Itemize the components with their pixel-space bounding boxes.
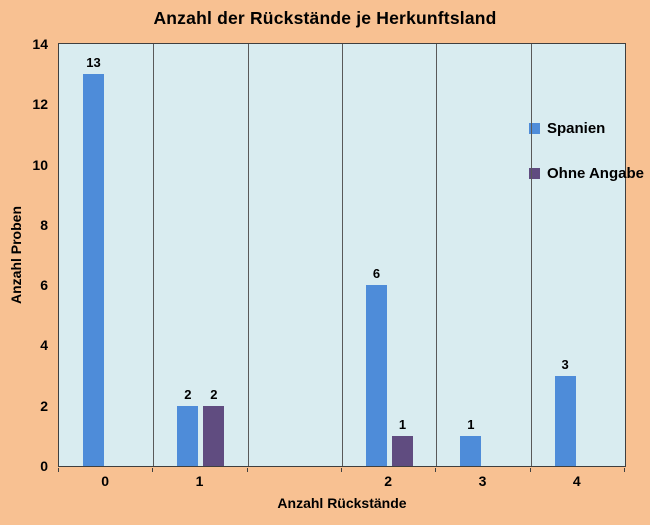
axis-tickmark [58,468,59,472]
x-tick-label: 3 [478,473,487,489]
y-tick-label: 0 [40,458,48,474]
axis-tickmark [341,468,342,472]
gridline [530,44,532,466]
x-tick-label: 0 [101,473,110,489]
x-tick-label: 4 [572,473,581,489]
bar-spanien-cat4 [460,435,482,466]
legend-swatch-ohne-angabe [529,168,540,179]
legend-item-ohne-angabe: Ohne Angabe [529,165,644,182]
bar-value-label: 1 [398,416,407,432]
plot-area: Spanien Ohne Angabe 13 2 6 1 3 2 1 [58,43,644,467]
gridline [153,44,155,466]
gridline [436,44,438,466]
y-tick-label: 10 [32,156,48,173]
y-tick-label: 4 [40,337,48,354]
y-tick-label: 12 [32,96,48,113]
bar-value-label: 2 [210,386,218,402]
y-tick-label: 6 [40,277,48,294]
bar-value-label: 2 [184,386,192,402]
y-tick-label: 2 [40,397,48,414]
axis-tickmark [529,468,531,472]
bar-ohne-angabe-cat3 [392,435,413,466]
bar-spanien-cat3 [366,285,387,466]
x-tick-label: 1 [195,473,204,489]
y-tick-label: 14 [32,36,48,52]
bar-value-label: 1 [467,416,475,432]
axis-tickmark [435,468,437,472]
legend: Spanien Ohne Angabe [529,120,644,210]
chart-title: Anzahl der Rückstände je Herkunftsland [153,8,497,28]
x-tick-label: 2 [384,473,393,489]
axis-tickmark [152,468,154,472]
x-axis: 0 1 2 3 4 [58,473,626,491]
bar-ohne-angabe-cat1 [203,405,225,466]
axis-tickmark [624,468,625,472]
x-axis-tickmarks [58,468,626,473]
axis-tickmark [246,468,248,472]
gridline [247,44,249,466]
x-axis-title: Anzahl Rückstände [277,495,407,511]
y-tick-label: 8 [40,216,48,233]
bar-value-label: 13 [86,55,101,71]
legend-label-spanien: Spanien [547,120,606,137]
bar-value-label: 6 [372,266,381,282]
bar-value-label: 3 [561,356,569,372]
bar-spanien-cat5 [554,375,576,466]
y-axis: 0 2 4 6 8 10 12 14 [0,36,48,474]
legend-label-ohne-angabe: Ohne Angabe [547,165,644,182]
bar-spanien-cat1 [177,405,199,466]
legend-item-spanien: Spanien [529,120,644,137]
legend-swatch-spanien [529,123,540,134]
bar-spanien-cat0 [83,74,104,466]
gridline [342,44,343,466]
